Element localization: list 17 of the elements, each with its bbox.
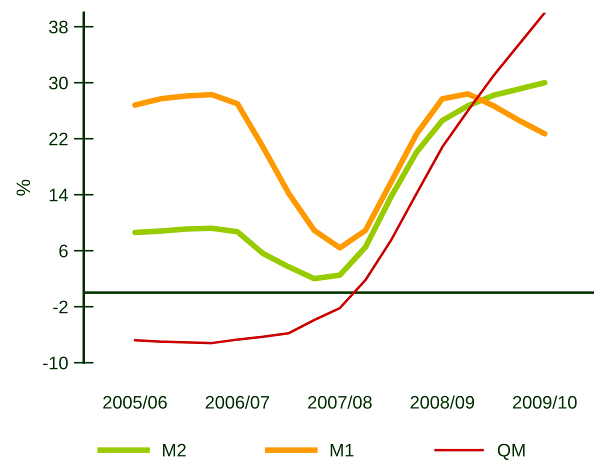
y-tick-label: 22 — [49, 132, 68, 146]
x-tick-label: 2006/07 — [206, 395, 270, 409]
y-tick-label: 38 — [49, 20, 68, 34]
y-axis-title: % — [16, 180, 30, 196]
legend-label: M1 — [330, 444, 354, 456]
y-tick-label: 6 — [59, 244, 68, 258]
legend-label: M2 — [163, 444, 186, 456]
y-tick-label: -10 — [43, 356, 68, 370]
y-tick-label: -2 — [53, 300, 68, 314]
y-tick-label: 14 — [50, 188, 68, 202]
x-tick-label: 2009/10 — [513, 395, 577, 409]
x-tick-label: 2005/06 — [103, 395, 167, 409]
legend-label: QM — [498, 444, 525, 460]
x-tick-label: 2008/09 — [410, 395, 474, 409]
x-tick-label: 2007/08 — [308, 395, 372, 409]
y-tick-label: 30 — [49, 76, 68, 90]
line-series — [134, 12, 546, 344]
